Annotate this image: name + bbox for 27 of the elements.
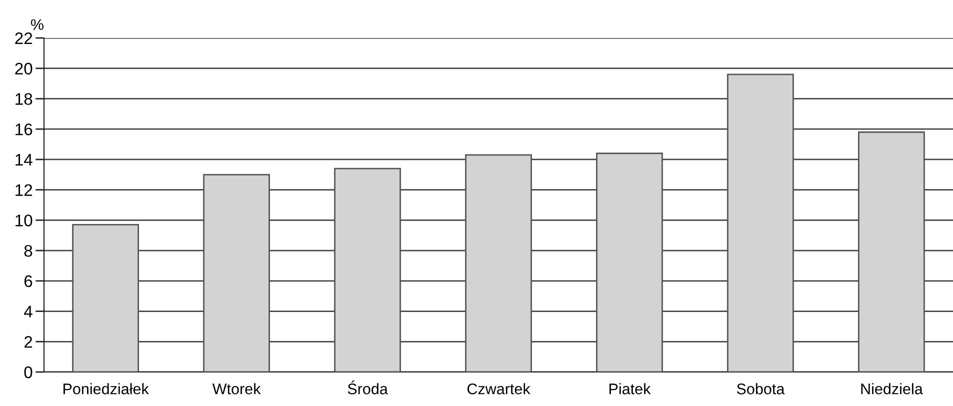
y-tick-label: 2 <box>24 336 32 348</box>
x-tick-label: Środa <box>348 380 388 394</box>
bar <box>858 131 925 372</box>
y-tick-label: 8 <box>24 244 32 257</box>
y-tick-label: 20 <box>15 62 32 75</box>
x-tick-label: Wtorek <box>212 383 261 394</box>
x-tick-label: Poniedziałek <box>64 383 149 394</box>
y-tick-label: 4 <box>24 306 32 318</box>
y-tick-label: 22 <box>15 32 32 44</box>
y-tick-label: 12 <box>16 184 32 196</box>
y-tick-label: 16 <box>16 123 32 136</box>
bar <box>596 152 663 372</box>
x-tick-label: Sobota <box>736 383 785 394</box>
x-tick-label: Niedziela <box>861 383 923 394</box>
bar <box>334 168 401 372</box>
x-tick-label: Czwartek <box>467 383 530 394</box>
bar <box>203 174 270 372</box>
y-axis-title: % <box>30 19 44 30</box>
x-tick-label: Piatek <box>610 383 651 394</box>
y-tick-label: 0 <box>24 366 32 378</box>
y-tick-label: 6 <box>24 275 32 288</box>
bar <box>465 154 532 372</box>
y-tick-label: 10 <box>16 214 32 226</box>
y-tick-label: 14 <box>16 154 32 166</box>
y-tick-label: 18 <box>16 93 32 105</box>
bar <box>727 74 794 372</box>
bar <box>72 224 139 372</box>
